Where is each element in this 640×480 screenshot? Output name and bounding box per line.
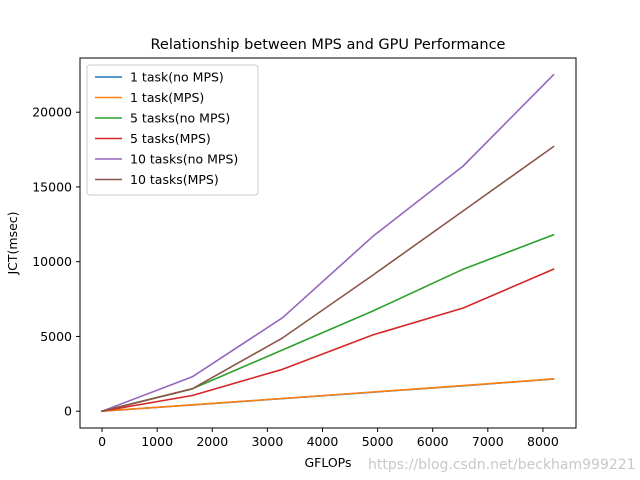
- x-tick-label: 6000: [417, 434, 449, 449]
- series-line-4: [101, 268, 555, 413]
- x-axis-label: GFLOPs: [304, 455, 351, 470]
- legend-label: 10 tasks(no MPS): [130, 152, 238, 167]
- chart-title: Relationship between MPS and GPU Perform…: [151, 37, 506, 53]
- series-line-5: [100, 73, 555, 413]
- x-tick-label: 4000: [307, 434, 339, 449]
- legend-label: 10 tasks(MPS): [130, 172, 219, 187]
- watermark: https://blog.csdn.net/beckham999221: [368, 457, 636, 473]
- legend-label: 1 task(no MPS): [130, 70, 224, 85]
- x-tick-label: 5000: [362, 434, 394, 449]
- series-line-6: [101, 145, 555, 413]
- plot-frame: [79, 57, 577, 429]
- x-tick-label: 3000: [251, 434, 283, 449]
- legend-label: 5 tasks(no MPS): [130, 111, 230, 126]
- x-tick-label: 0: [98, 434, 106, 449]
- y-tick-label: 10000: [32, 254, 72, 269]
- series-line-2: [101, 378, 555, 413]
- legend-label: 1 task(MPS): [130, 90, 204, 105]
- plot-area: 0 1000 2000 3000 4000 5000 6000 7000 8000 0 5000 10…: [32, 57, 577, 449]
- legend-box: [86, 64, 259, 196]
- x-tick-label: 1000: [141, 434, 173, 449]
- legend-label: 5 tasks(MPS): [130, 131, 211, 146]
- y-tick-label: 5000: [40, 329, 72, 344]
- series-lines: [100, 73, 555, 413]
- x-tick-label: 8000: [527, 434, 559, 449]
- x-tick-label: 7000: [472, 434, 504, 449]
- y-axis-label: JCT(msec): [5, 211, 20, 275]
- axis-ticks: 0 1000 2000 3000 4000 5000 6000 7000 8000 0 5000 10…: [32, 105, 559, 449]
- legend: 1 task(no MPS) 1 task(MPS) 5 tasks(no MPS)…: [86, 64, 259, 196]
- y-tick-label: 20000: [32, 105, 72, 120]
- y-tick-label: 0: [64, 404, 72, 419]
- x-tick-label: 2000: [196, 434, 228, 449]
- y-tick-label: 15000: [32, 179, 72, 194]
